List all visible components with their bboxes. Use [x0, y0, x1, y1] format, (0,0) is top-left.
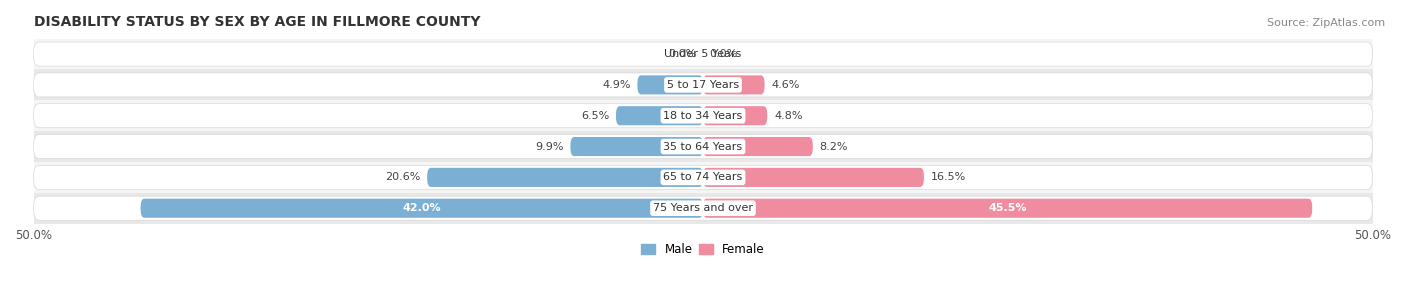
FancyBboxPatch shape — [616, 106, 703, 125]
Text: Source: ZipAtlas.com: Source: ZipAtlas.com — [1267, 18, 1385, 28]
Bar — [34, 39, 1372, 70]
Text: DISABILITY STATUS BY SEX BY AGE IN FILLMORE COUNTY: DISABILITY STATUS BY SEX BY AGE IN FILLM… — [34, 15, 479, 29]
FancyBboxPatch shape — [34, 196, 1372, 220]
Text: 0.0%: 0.0% — [710, 49, 738, 59]
Bar — [34, 131, 1372, 162]
FancyBboxPatch shape — [571, 137, 703, 156]
FancyBboxPatch shape — [703, 168, 924, 187]
FancyBboxPatch shape — [703, 75, 765, 95]
Text: 6.5%: 6.5% — [581, 111, 609, 121]
Text: 4.6%: 4.6% — [772, 80, 800, 90]
Bar — [34, 193, 1372, 224]
FancyBboxPatch shape — [34, 42, 1372, 66]
Text: 8.2%: 8.2% — [820, 142, 848, 152]
Text: 35 to 64 Years: 35 to 64 Years — [664, 142, 742, 152]
FancyBboxPatch shape — [34, 73, 1372, 97]
FancyBboxPatch shape — [703, 106, 768, 125]
FancyBboxPatch shape — [703, 199, 1312, 218]
FancyBboxPatch shape — [141, 199, 703, 218]
FancyBboxPatch shape — [637, 75, 703, 95]
Text: 65 to 74 Years: 65 to 74 Years — [664, 172, 742, 182]
Text: 18 to 34 Years: 18 to 34 Years — [664, 111, 742, 121]
Text: 5 to 17 Years: 5 to 17 Years — [666, 80, 740, 90]
Bar — [34, 162, 1372, 193]
FancyBboxPatch shape — [34, 104, 1372, 128]
Text: 4.8%: 4.8% — [773, 111, 803, 121]
Bar — [34, 70, 1372, 100]
Bar — [34, 100, 1372, 131]
Text: 20.6%: 20.6% — [385, 172, 420, 182]
Text: 42.0%: 42.0% — [402, 203, 441, 213]
Text: 75 Years and over: 75 Years and over — [652, 203, 754, 213]
Text: 16.5%: 16.5% — [931, 172, 966, 182]
FancyBboxPatch shape — [703, 137, 813, 156]
Text: 9.9%: 9.9% — [536, 142, 564, 152]
Text: 45.5%: 45.5% — [988, 203, 1026, 213]
Text: 0.0%: 0.0% — [668, 49, 696, 59]
FancyBboxPatch shape — [34, 165, 1372, 189]
Text: 4.9%: 4.9% — [602, 80, 631, 90]
FancyBboxPatch shape — [34, 135, 1372, 159]
Text: Under 5 Years: Under 5 Years — [665, 49, 741, 59]
Legend: Male, Female: Male, Female — [637, 238, 769, 261]
FancyBboxPatch shape — [427, 168, 703, 187]
